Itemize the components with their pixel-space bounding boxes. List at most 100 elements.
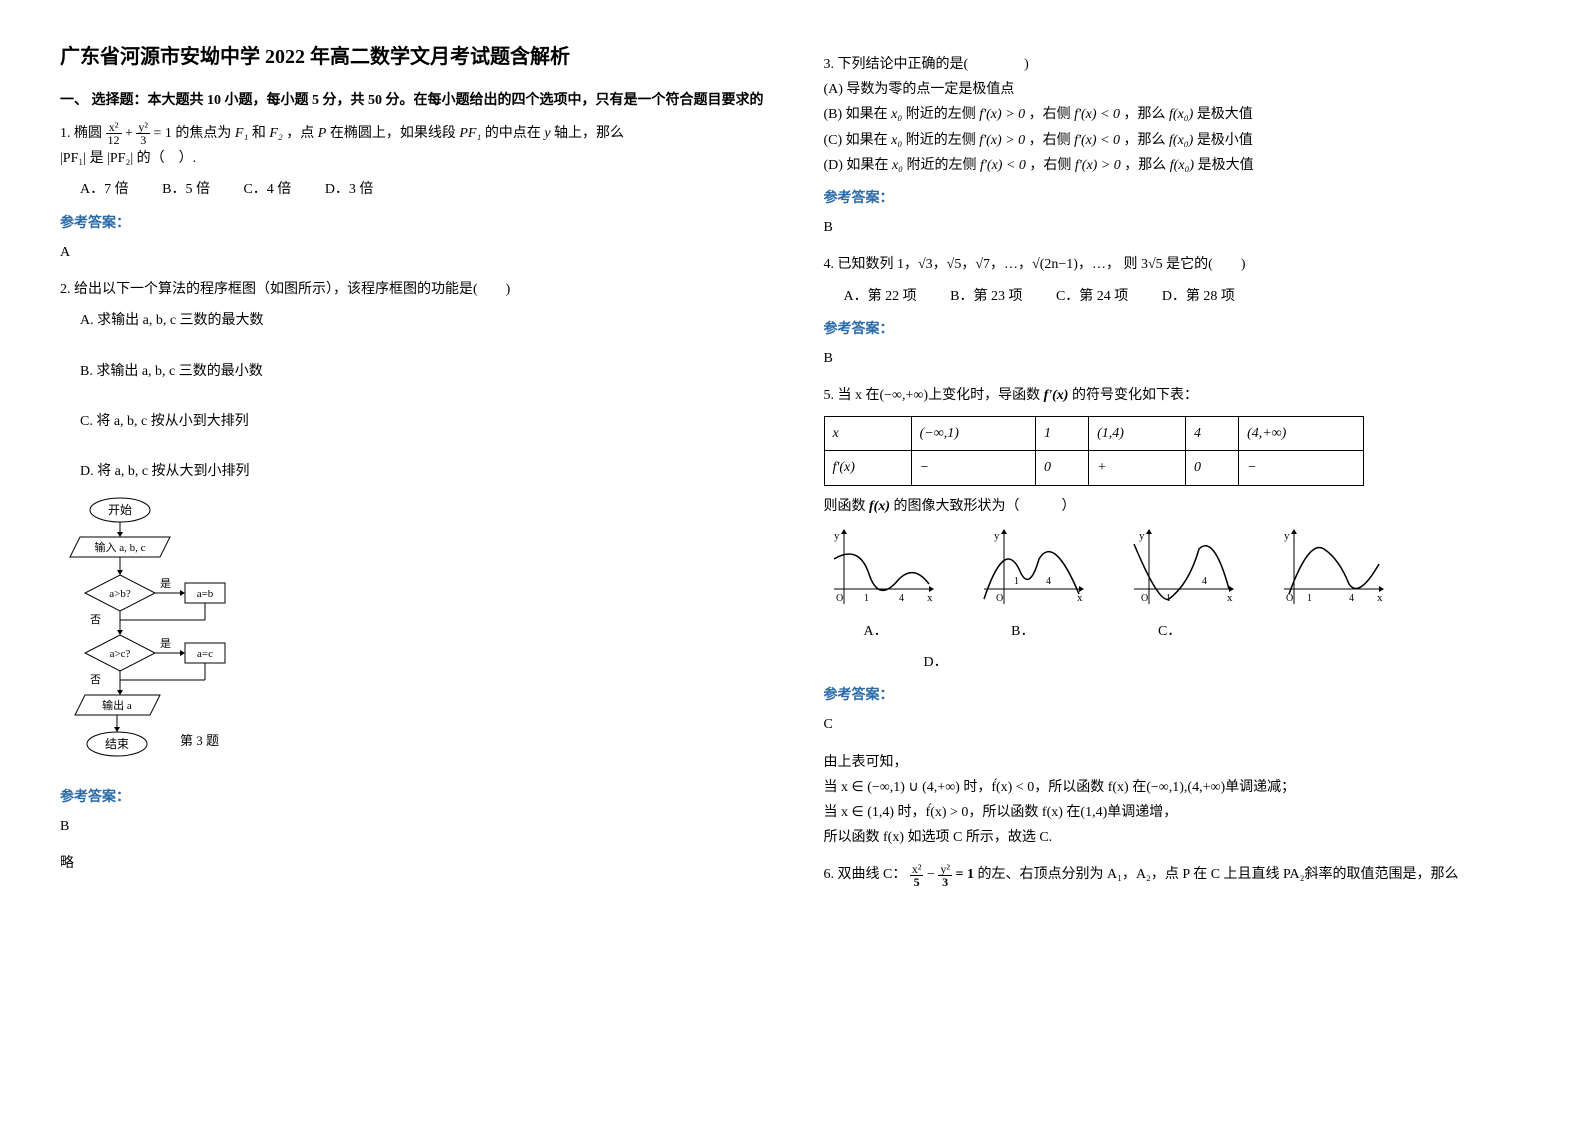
graph-options: x y O 1 4 x y O 1 4 x y xyxy=(824,529,1528,609)
frac-x2-5: x² 5 xyxy=(910,863,924,888)
svg-text:y: y xyxy=(1284,530,1290,542)
q1-eq-rhs: = 1 xyxy=(154,126,172,141)
q1-options: A．7 倍 B．5 倍 C．4 倍 D．3 倍 xyxy=(80,177,764,202)
left-column: 广东省河源市安坳中学 2022 年高二数学文月考试题含解析 一、 选择题：本大题… xyxy=(60,40,764,900)
page-title: 广东省河源市安坳中学 2022 年高二数学文月考试题含解析 xyxy=(60,40,764,69)
q1-absPF1: |PF₁| xyxy=(60,151,86,166)
q1-is: 是 xyxy=(90,151,104,166)
q1-opt-a: A．7 倍 xyxy=(80,182,129,197)
q1-mid3: 在椭圆上，如果线段 xyxy=(330,126,456,141)
svg-text:a>c?: a>c? xyxy=(110,648,131,660)
q4-options: A．第 22 项 B．第 23 项 C．第 24 项 D．第 28 项 xyxy=(844,284,1528,309)
svg-text:4: 4 xyxy=(1349,593,1354,604)
q3-opt-d: (D) 如果在 x₀ 附近的左侧 f'(x) < 0 ，右侧 f'(x) > 0… xyxy=(824,153,1528,178)
svg-text:1: 1 xyxy=(1307,593,1312,604)
svg-text:开始: 开始 xyxy=(108,503,132,517)
frac-y2-3: y² 3 xyxy=(938,863,952,888)
svg-text:O: O xyxy=(836,593,843,604)
svg-text:O: O xyxy=(1286,593,1293,604)
svg-text:否: 否 xyxy=(90,614,101,626)
frac-y2-3: y² 3 xyxy=(136,121,150,146)
svg-text:输出 a: 输出 a xyxy=(102,698,132,712)
svg-text:4: 4 xyxy=(1202,576,1207,587)
q3-text: 3. 下列结论中正确的是( ) xyxy=(824,52,1528,77)
svg-text:O: O xyxy=(1141,593,1148,604)
svg-text:1: 1 xyxy=(1166,593,1171,604)
q2-opt-a: A. 求输出 a, b, c 三数的最大数 xyxy=(80,308,764,333)
q1-mid1: 的焦点为 xyxy=(175,126,231,141)
q3-answer: B xyxy=(824,215,1528,240)
svg-text:4: 4 xyxy=(899,593,904,604)
flowchart-svg: 开始 输入 a, b, c a>b? 是 否 a=b xyxy=(60,495,260,775)
q1-F1: F₁ xyxy=(235,126,248,141)
q1-answer: A xyxy=(60,240,764,265)
q3-opt-c: (C) 如果在 x₀ 附近的左侧 f'(x) > 0 ，右侧 f'(x) < 0… xyxy=(824,128,1528,153)
graph-labels: A． B． C． xyxy=(864,619,1528,644)
svg-text:a=c: a=c xyxy=(197,648,213,660)
q1-F2: F₂ xyxy=(269,126,282,141)
svg-text:x: x xyxy=(927,592,933,604)
q4-opt-d: D．第 28 项 xyxy=(1162,289,1235,304)
q1-of: 的（ ）. xyxy=(137,151,197,166)
q2-options: A. 求输出 a, b, c 三数的最大数 B. 求输出 a, b, c 三数的… xyxy=(80,308,764,484)
q1-and: 和 xyxy=(252,126,266,141)
svg-text:1: 1 xyxy=(864,593,869,604)
q5-explain1: 由上表可知， xyxy=(824,750,1528,775)
svg-text:y: y xyxy=(994,530,1000,542)
q4-opt-a: A．第 22 项 xyxy=(844,289,917,304)
q5-label-b: B． xyxy=(1011,624,1034,639)
q1-opt-d: D．3 倍 xyxy=(325,182,374,197)
flowchart: 开始 输入 a, b, c a>b? 是 否 a=b xyxy=(60,495,764,775)
question-6: 6. 双曲线 C： x² 5 − y² 3 = 1 的左、右顶点分别为 A₁，A… xyxy=(824,862,1528,887)
q5-explain4: 所以函数 f(x) 如选项 C 所示，故选 C. xyxy=(824,825,1528,850)
q1-opt-c: C．4 倍 xyxy=(243,182,291,197)
q4-answer: B xyxy=(824,346,1528,371)
q2-opt-b: B. 求输出 a, b, c 三数的最小数 xyxy=(80,359,764,384)
answer-label: 参考答案： xyxy=(824,186,1528,211)
q1-P: P xyxy=(318,126,327,141)
q5-answer: C xyxy=(824,712,1528,737)
graph-d: xy O 14 xyxy=(1274,529,1384,609)
svg-text:第 3 题: 第 3 题 xyxy=(180,733,219,748)
q5-explain3: 当 x ∈ (1,4) 时，f́(x) > 0，所以函数 f(x) 在(1,4)… xyxy=(824,800,1528,825)
q5-label-d: D． xyxy=(924,650,1528,675)
q1-prefix: 1. 椭圆 xyxy=(60,126,102,141)
q5-label-a: A． xyxy=(864,624,888,639)
svg-text:y: y xyxy=(834,530,840,542)
answer-label: 参考答案： xyxy=(60,211,764,236)
svg-text:a=b: a=b xyxy=(197,588,214,600)
q2-note: 略 xyxy=(60,851,764,876)
svg-text:4: 4 xyxy=(1046,576,1051,587)
question-3: 3. 下列结论中正确的是( ) (A) 导数为零的点一定是极值点 (B) 如果在… xyxy=(824,52,1528,240)
question-1: 1. 椭圆 x² 12 + y² 3 = 1 的焦点为 F₁ 和 F₂ ，点 P… xyxy=(60,121,764,265)
svg-text:结束: 结束 xyxy=(105,737,129,751)
q5-explain2: 当 x ∈ (−∞,1) ∪ (4,+∞) 时，f́(x) < 0，所以函数 f… xyxy=(824,775,1528,800)
svg-text:否: 否 xyxy=(90,674,101,686)
q1-PF1: PF₁ xyxy=(459,126,481,141)
svg-text:1: 1 xyxy=(1014,576,1019,587)
svg-text:输入 a, b, c: 输入 a, b, c xyxy=(94,540,145,554)
q5-label-c: C． xyxy=(1158,624,1181,639)
q2-opt-c: C. 将 a, b, c 按从小到大排列 xyxy=(80,409,764,434)
frac-x2-12: x² 12 xyxy=(106,121,122,146)
svg-text:a>b?: a>b? xyxy=(109,588,131,600)
q4-opt-c: C．第 24 项 xyxy=(1056,289,1128,304)
svg-text:是: 是 xyxy=(160,577,171,590)
question-4: 4. 已知数列 1，√3，√5，√7，…，√(2n−1)，…， 则 3√5 是它… xyxy=(824,252,1528,371)
right-column: 3. 下列结论中正确的是( ) (A) 导数为零的点一定是极值点 (B) 如果在… xyxy=(824,40,1528,900)
q5-question: 则函数 f(x) 的图像大致形状为（ ） xyxy=(824,494,1528,519)
instructions: 一、 选择题：本大题共 10 小题，每小题 5 分，共 50 分。在每小题给出的… xyxy=(60,89,764,109)
answer-label: 参考答案： xyxy=(824,683,1528,708)
q1-mid4: 的中点在 xyxy=(485,126,541,141)
q2-text: 2. 给出以下一个算法的程序框图（如图所示），该程序框图的功能是( ) xyxy=(60,277,764,302)
answer-label: 参考答案： xyxy=(60,785,764,810)
svg-text:x: x xyxy=(1077,592,1083,604)
q1-mid2: ，点 xyxy=(286,126,314,141)
svg-text:y: y xyxy=(1139,530,1145,542)
answer-label: 参考答案： xyxy=(824,317,1528,342)
question-5: 5. 当 x 在(−∞,+∞)上变化时，导函数 f'(x) 的符号变化如下表： … xyxy=(824,383,1528,850)
graph-b: x y O 1 4 xyxy=(974,529,1084,609)
q1-opt-b: B．5 倍 xyxy=(162,182,210,197)
svg-text:O: O xyxy=(996,593,1003,604)
svg-text:是: 是 xyxy=(160,637,171,650)
